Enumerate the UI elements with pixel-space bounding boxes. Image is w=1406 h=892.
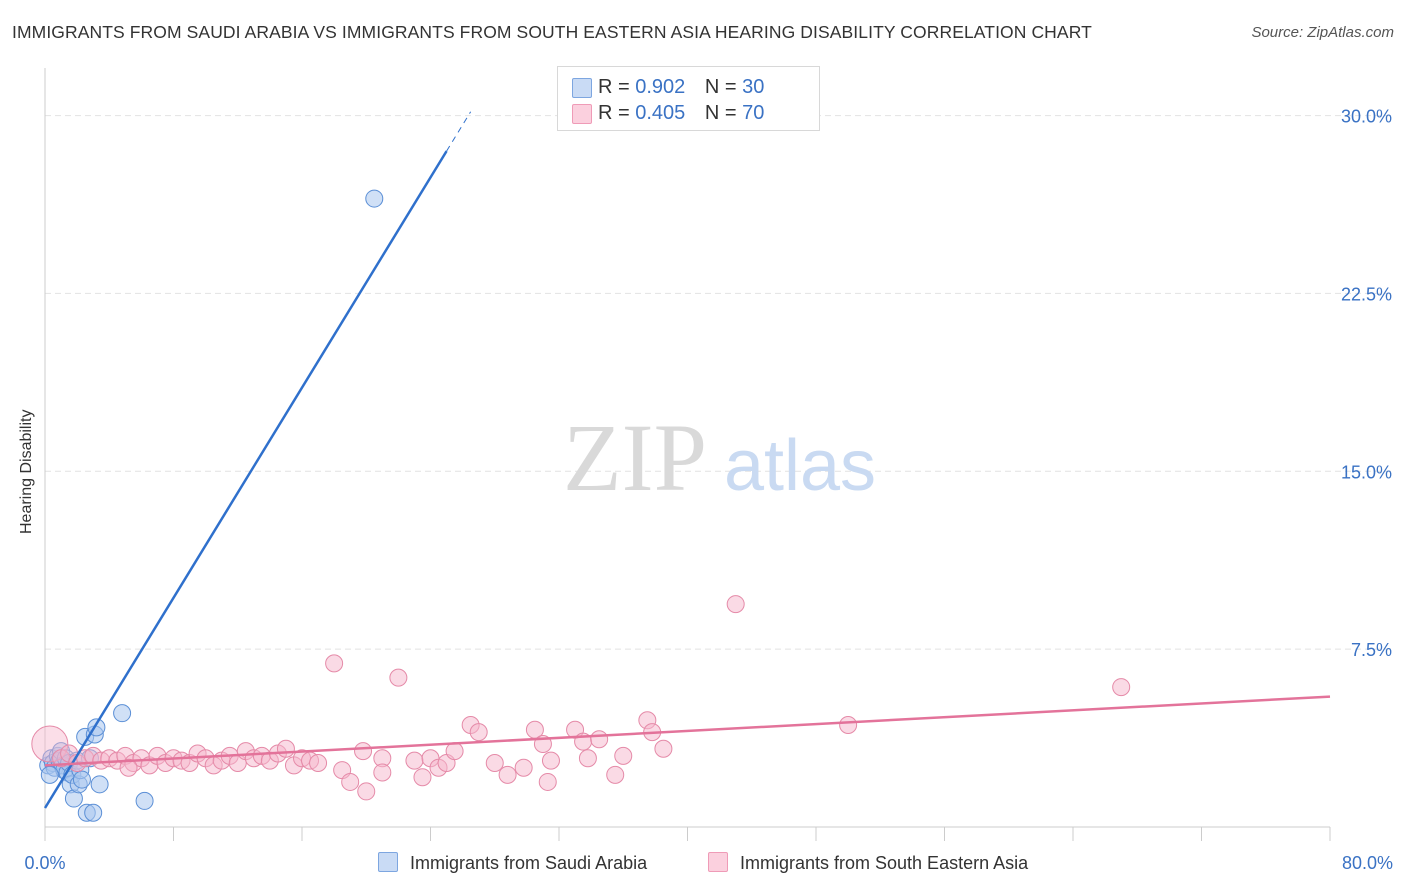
data-point-south-eastern-asia xyxy=(341,772,360,791)
watermark-zip: ZIP xyxy=(563,404,707,511)
data-point-saudi-arabia xyxy=(90,775,109,794)
data-point-south-eastern-asia xyxy=(373,763,392,782)
data-point-south-eastern-asia xyxy=(413,768,432,787)
data-point-south-eastern-asia xyxy=(325,654,344,673)
y-tick-label: 22.5% xyxy=(1341,284,1392,304)
bottom-legend-swatch-blue xyxy=(378,852,398,872)
data-point-south-eastern-asia xyxy=(309,753,328,772)
trend-line-south-eastern-asia xyxy=(44,695,1331,767)
data-point-south-eastern-asia xyxy=(538,772,557,791)
trend-line-saudi-arabia xyxy=(43,150,448,809)
data-point-south-eastern-asia xyxy=(485,753,504,772)
legend-n-value: 70 xyxy=(742,102,765,124)
legend-n-value: 30 xyxy=(742,76,765,98)
watermark-atlas: atlas xyxy=(724,426,876,506)
data-point-south-eastern-asia xyxy=(389,668,408,687)
data-point-south-eastern-asia xyxy=(578,749,597,768)
data-point-saudi-arabia xyxy=(113,704,132,723)
trend-line-saudi-arabia-extension xyxy=(446,111,472,152)
data-point-south-eastern-asia xyxy=(726,595,745,614)
legend-row-saudi-arabia: R = 0.902 N = 30 xyxy=(572,76,765,100)
data-point-south-eastern-asia xyxy=(498,765,517,784)
chart-title: IMMIGRANTS FROM SAUDI ARABIA VS IMMIGRAN… xyxy=(12,22,1092,42)
watermark: ZIP atlas xyxy=(563,404,876,511)
data-point-saudi-arabia xyxy=(365,189,384,208)
y-tick-label: 7.5% xyxy=(1351,640,1392,660)
data-point-saudi-arabia xyxy=(135,791,154,810)
trend-lines xyxy=(43,111,1331,809)
bottom-legend-label: Immigrants from Saudi Arabia xyxy=(410,853,648,873)
data-point-saudi-arabia xyxy=(40,765,59,784)
series-saudi-arabia-points xyxy=(39,189,384,822)
bottom-legend-south-eastern-asia: Immigrants from South Eastern Asia xyxy=(708,852,1028,874)
data-point-south-eastern-asia xyxy=(445,742,464,761)
data-point-south-eastern-asia xyxy=(405,751,424,770)
bottom-legend-swatch-pink xyxy=(708,852,728,872)
source-label: Source: ZipAtlas.com xyxy=(1251,24,1394,41)
legend-n-label: N = xyxy=(704,102,737,124)
bottom-legend-saudi-arabia: Immigrants from Saudi Arabia xyxy=(378,852,647,874)
gridlines xyxy=(45,115,1392,650)
correlation-legend: R = 0.902 N = 30 R = 0.405 N = 70 xyxy=(557,66,820,131)
data-point-south-eastern-asia xyxy=(119,758,138,777)
legend-swatch-blue xyxy=(572,78,592,98)
data-point-south-eastern-asia xyxy=(606,765,625,784)
legend-r-label: R = xyxy=(598,76,630,98)
y-tick-label: 15.0% xyxy=(1341,462,1392,482)
axes xyxy=(44,68,1331,841)
data-point-south-eastern-asia xyxy=(541,751,560,770)
data-point-south-eastern-asia xyxy=(1112,678,1131,697)
x-tick-label: 80.0% xyxy=(1342,853,1393,873)
data-point-south-eastern-asia xyxy=(614,746,633,765)
data-point-saudi-arabia xyxy=(72,770,91,789)
y-axis-label: Hearing Disability xyxy=(18,409,35,535)
series-south-eastern-asia-points xyxy=(31,595,1131,801)
legend-r-label: R = xyxy=(598,102,630,124)
data-point-south-eastern-asia xyxy=(590,730,609,749)
data-point-south-eastern-asia xyxy=(839,716,858,735)
legend-swatch-pink xyxy=(572,104,592,124)
legend-row-south-eastern-asia: R = 0.405 N = 70 xyxy=(572,102,765,126)
data-point-south-eastern-asia xyxy=(357,782,376,801)
legend-r-value: 0.405 xyxy=(635,102,686,124)
data-point-south-eastern-asia xyxy=(514,758,533,777)
data-point-south-eastern-asia xyxy=(354,742,373,761)
data-point-south-eastern-asia xyxy=(469,723,488,742)
y-tick-label: 30.0% xyxy=(1341,107,1392,127)
data-point-south-eastern-asia xyxy=(276,739,295,758)
data-point-saudi-arabia xyxy=(84,803,103,822)
data-point-south-eastern-asia xyxy=(654,739,673,758)
legend-r-value: 0.902 xyxy=(635,76,686,98)
bottom-legend-label: Immigrants from South Eastern Asia xyxy=(740,853,1029,873)
legend-n-label: N = xyxy=(704,76,737,98)
x-tick-label: 0.0% xyxy=(24,853,65,873)
tick-labels: 7.5% 15.0% 22.5% 30.0% 0.0% 80.0% xyxy=(24,107,1393,873)
